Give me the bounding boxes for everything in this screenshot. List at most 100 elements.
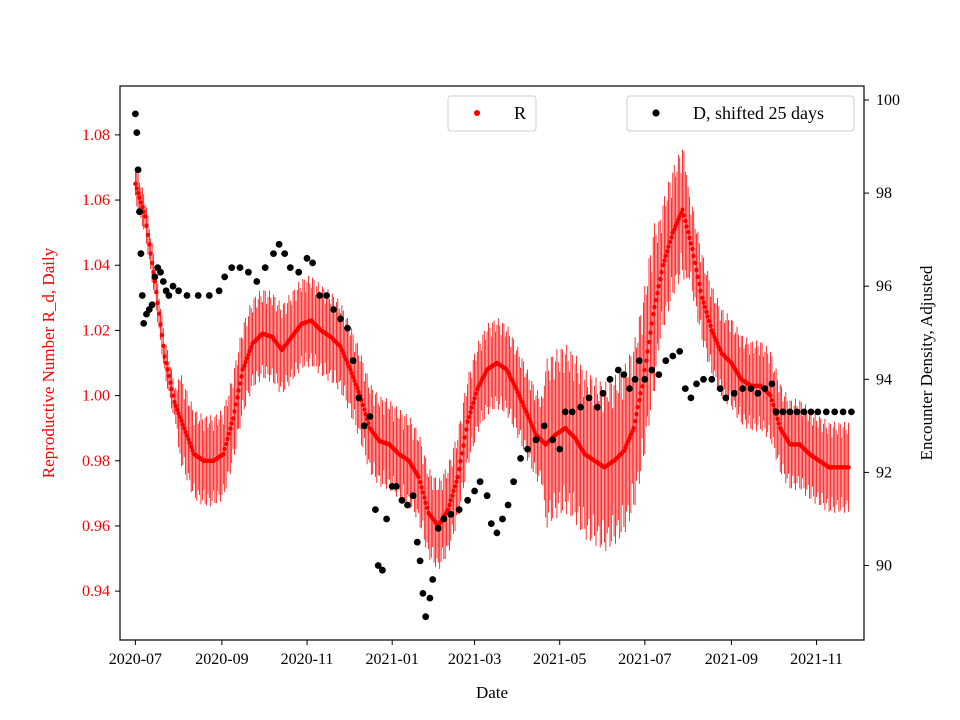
r-point	[225, 436, 230, 442]
left-y-tick-label: 0.98	[82, 453, 110, 470]
d-point	[839, 408, 847, 416]
d-point	[594, 403, 601, 411]
d-point	[483, 492, 491, 500]
d-point	[374, 562, 382, 569]
r-point	[459, 451, 465, 456]
d-point	[561, 408, 569, 416]
d-point	[447, 510, 455, 518]
left-y-tick-label: 1.02	[82, 322, 110, 339]
d-point	[504, 501, 512, 509]
left-y-tick-label: 1.00	[82, 388, 110, 405]
r-point	[172, 399, 177, 405]
r-point	[239, 374, 244, 379]
d-point	[599, 389, 607, 397]
r-point	[454, 479, 459, 484]
r-point	[355, 385, 360, 391]
d-point	[700, 375, 707, 383]
r-point	[362, 407, 367, 412]
r-point	[468, 410, 473, 415]
d-point	[215, 287, 223, 295]
r-point	[137, 195, 142, 200]
left-y-tick-label: 0.94	[82, 583, 110, 600]
legend-r-label: R	[514, 103, 526, 123]
r-point	[694, 267, 699, 273]
d-point	[455, 506, 463, 513]
right-y-tick-label: 98	[876, 185, 892, 202]
d-point	[159, 278, 167, 285]
d-point	[137, 250, 145, 257]
r-point	[663, 253, 668, 259]
r-point	[135, 190, 141, 196]
r-point	[621, 448, 627, 454]
d-point	[175, 287, 183, 295]
d-point	[165, 292, 173, 299]
r-point	[154, 290, 159, 295]
r-point	[712, 334, 717, 340]
r-point	[162, 354, 167, 359]
d-point	[228, 264, 236, 271]
legend-d-box	[626, 95, 855, 132]
r-point	[144, 223, 149, 228]
r-point	[237, 381, 243, 386]
legend-d-marker	[652, 109, 660, 117]
r-point	[469, 405, 474, 410]
r-point	[708, 323, 713, 328]
x-tick-label: 2021-09	[705, 651, 758, 668]
d-point-layer	[132, 110, 855, 621]
right-y-tick-label: 96	[876, 278, 892, 295]
d-point	[275, 240, 283, 248]
d-point	[487, 520, 495, 527]
d-point	[786, 408, 794, 416]
r-point	[705, 314, 710, 319]
r-point	[685, 230, 691, 235]
r-point	[645, 349, 650, 354]
r-point	[142, 214, 148, 219]
d-point	[822, 408, 830, 416]
d-point	[471, 487, 478, 495]
r-point	[457, 466, 462, 472]
left-y-tick-label: 1.04	[82, 257, 110, 274]
d-point	[157, 268, 164, 276]
r-point	[704, 309, 709, 314]
right-y-tick-label: 92	[876, 464, 892, 481]
d-point	[631, 375, 639, 383]
r-point	[168, 380, 173, 385]
r-point	[628, 432, 634, 437]
r-point	[448, 498, 453, 503]
r-point	[624, 442, 629, 447]
r-point	[233, 402, 239, 407]
d-point	[540, 422, 548, 430]
r-point	[637, 398, 642, 403]
left-y-axis-title: Reproductive Number R_d, Daily	[39, 247, 58, 478]
r-point	[159, 332, 165, 338]
r-point	[228, 426, 233, 431]
r-point	[349, 371, 354, 376]
r-point	[348, 367, 353, 372]
d-point	[419, 590, 427, 597]
r-point	[627, 435, 632, 441]
r-point	[226, 431, 232, 436]
r-point	[680, 207, 685, 212]
d-point	[768, 380, 776, 388]
d-point	[641, 375, 649, 383]
r-point	[352, 378, 357, 383]
x-tick-label: 2020-07	[109, 651, 162, 668]
r-point	[631, 426, 636, 431]
r-point	[356, 389, 361, 395]
d-point	[409, 492, 417, 500]
d-point	[344, 324, 351, 332]
d-point	[620, 371, 628, 378]
d-point	[772, 408, 780, 416]
legend-r: R	[447, 95, 537, 132]
r-point	[472, 396, 477, 401]
d-point	[687, 394, 695, 402]
x-axis: 2020-07 2020-09 2020-11 2021-01 2021-03 2021-…	[109, 640, 843, 668]
right-y-tick-label: 100	[876, 92, 900, 109]
r-point	[242, 363, 247, 368]
r-point	[184, 433, 190, 438]
d-point	[793, 408, 801, 416]
r-point	[692, 260, 698, 266]
r-point	[632, 419, 638, 424]
